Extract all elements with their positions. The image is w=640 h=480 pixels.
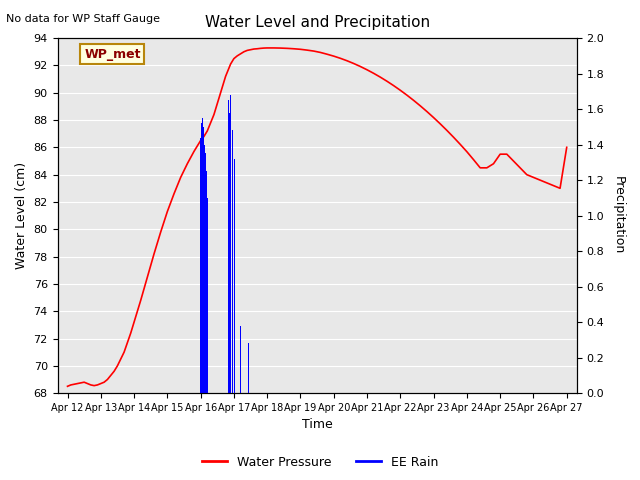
X-axis label: Time: Time (301, 419, 333, 432)
Title: Water Level and Precipitation: Water Level and Precipitation (205, 15, 429, 30)
Legend: Water Pressure, EE Rain: Water Pressure, EE Rain (196, 451, 444, 474)
Text: No data for WP Staff Gauge: No data for WP Staff Gauge (6, 14, 161, 24)
Y-axis label: Precipitation: Precipitation (612, 177, 625, 255)
Text: WP_met: WP_met (84, 48, 141, 60)
Y-axis label: Water Level (cm): Water Level (cm) (15, 162, 28, 269)
